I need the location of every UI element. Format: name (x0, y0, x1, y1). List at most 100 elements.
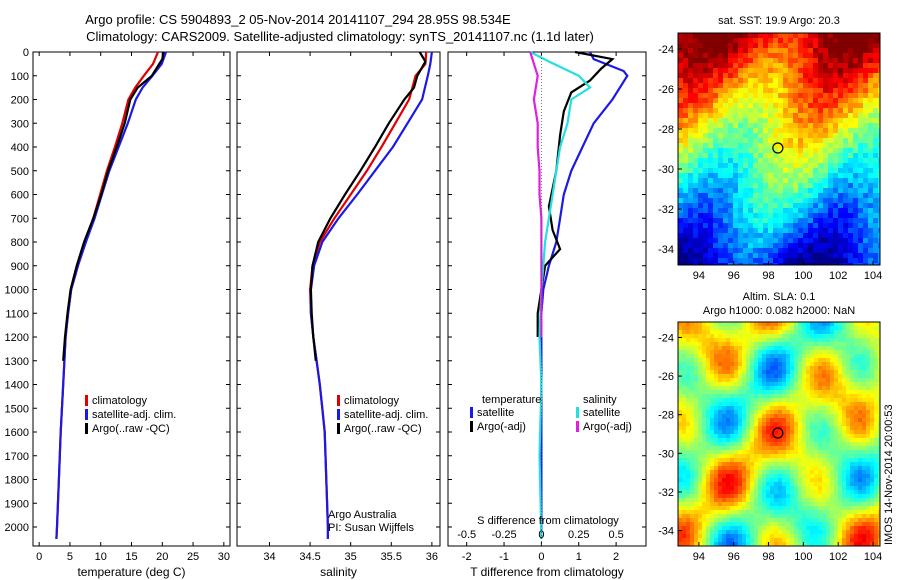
map-cell (763, 218, 769, 224)
map-cell (842, 342, 847, 347)
map-cell (738, 53, 744, 59)
map-cell (778, 430, 783, 435)
map-cell (798, 63, 804, 69)
map-cell (766, 382, 771, 387)
map-cell (688, 98, 694, 104)
map-cell (874, 422, 879, 427)
map-cell (713, 53, 719, 59)
x-tick-label-s: 0 (538, 529, 544, 541)
map-cell (688, 58, 694, 64)
map-cell (786, 494, 791, 499)
series-line-argo-raw-qc- (62, 51, 165, 361)
map-cell (738, 168, 744, 174)
map-cell (702, 514, 707, 519)
map-cell (878, 342, 881, 347)
map-cell (826, 338, 831, 343)
map-cell (730, 530, 735, 535)
map-cell (778, 522, 783, 527)
map-cell (863, 163, 869, 169)
map-cell (728, 93, 734, 99)
map-cell (710, 526, 715, 531)
map-cell (743, 88, 749, 94)
map-cell (823, 238, 829, 244)
map-cell (768, 148, 774, 154)
map-cell (866, 434, 871, 439)
map-cell (838, 442, 843, 447)
map-cell (810, 450, 815, 455)
map-cell (866, 322, 871, 327)
map-cell (808, 58, 814, 64)
map-cell (778, 253, 784, 259)
map-cell (722, 430, 727, 435)
map-cell (843, 33, 849, 39)
map-cell (726, 518, 731, 523)
map-cell (746, 406, 751, 411)
map-cell (758, 123, 764, 129)
map-cell (678, 193, 684, 199)
map-cell (850, 530, 855, 535)
map-cell (788, 143, 794, 149)
map-cell (838, 133, 844, 139)
map-cell (728, 253, 734, 259)
map-cell (874, 502, 879, 507)
map-cell (754, 426, 759, 431)
map-cell (738, 218, 744, 224)
map-cell (678, 223, 684, 229)
map-cell (783, 58, 789, 64)
map-cell (828, 78, 834, 84)
map-cell (738, 494, 743, 499)
map-cell (786, 510, 791, 515)
map-cell (868, 133, 874, 139)
map-cell (870, 450, 875, 455)
map-cell (866, 410, 871, 415)
map-cell (813, 233, 819, 239)
map-cell (754, 382, 759, 387)
map-cell (693, 33, 699, 39)
map-cell (870, 418, 875, 423)
y-tick-label: 200 (11, 95, 29, 107)
map-cell (778, 243, 784, 249)
map-cell (750, 478, 755, 483)
map-cell (690, 538, 695, 543)
map-cell (718, 248, 724, 254)
map-cell (766, 494, 771, 499)
map-cell (753, 198, 759, 204)
map-cell (838, 514, 843, 519)
map-cell (833, 133, 839, 139)
map-cell (694, 514, 699, 519)
map-cell (738, 398, 743, 403)
map-cell (838, 518, 843, 523)
map-cell (703, 218, 709, 224)
map-cell (703, 138, 709, 144)
map-cell (842, 430, 847, 435)
map-cell (754, 346, 759, 351)
map-cell (678, 398, 683, 403)
map-cell (858, 198, 864, 204)
map-cell (733, 223, 739, 229)
map-cell (803, 158, 809, 164)
map-cell (746, 378, 751, 383)
map-cell (742, 350, 747, 355)
map-cell (686, 334, 691, 339)
map-cell (838, 138, 844, 144)
map-cell (788, 133, 794, 139)
map-cell (694, 386, 699, 391)
map-cell (758, 218, 764, 224)
map-cell (818, 118, 824, 124)
map-cell (798, 58, 804, 64)
map-cell (750, 322, 755, 327)
map-cell (762, 418, 767, 423)
map-cell (693, 193, 699, 199)
map-cell (758, 358, 763, 363)
map-cell (814, 478, 819, 483)
map-cell (798, 322, 803, 327)
map-cell (858, 334, 863, 339)
map-cell (770, 374, 775, 379)
map-cell (842, 458, 847, 463)
map-cell (773, 138, 779, 144)
map-cell (818, 490, 823, 495)
map-cell (682, 386, 687, 391)
map-cell (838, 233, 844, 239)
map-cell (718, 530, 723, 535)
map-cell (743, 148, 749, 154)
